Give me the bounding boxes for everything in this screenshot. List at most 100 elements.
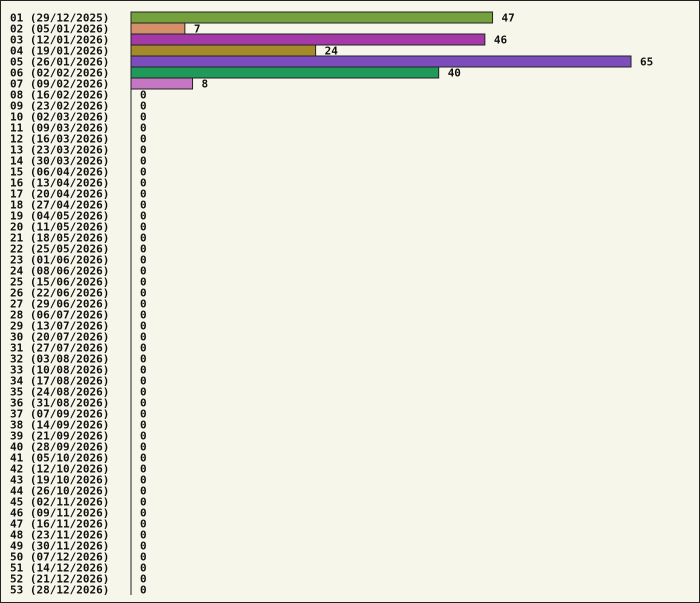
value-label: 47	[502, 12, 515, 25]
value-label: 0	[140, 584, 147, 597]
category-label: 53 (28/12/2026)	[10, 584, 109, 597]
category-label: 24 (08/06/2026)	[10, 265, 109, 278]
category-label: 45 (02/11/2026)	[10, 496, 109, 509]
value-label: 0	[140, 529, 147, 542]
category-label: 38 (14/09/2026)	[10, 419, 109, 432]
bar	[130, 55, 632, 68]
category-label: 16 (13/04/2026)	[10, 177, 109, 190]
category-label: 34 (17/08/2026)	[10, 375, 109, 388]
bar	[130, 22, 186, 35]
category-label: 48 (23/11/2026)	[10, 529, 109, 542]
value-label: 0	[140, 518, 147, 531]
value-label: 0	[140, 342, 147, 355]
bar	[130, 77, 194, 90]
category-label: 12 (16/03/2026)	[10, 133, 109, 146]
category-label: 31 (27/07/2026)	[10, 342, 109, 355]
value-label: 0	[140, 122, 147, 135]
value-label: 0	[140, 265, 147, 278]
value-label: 0	[140, 353, 147, 366]
bar	[130, 33, 486, 46]
category-label: 18 (27/04/2026)	[10, 199, 109, 212]
value-label: 0	[140, 474, 147, 487]
value-label: 0	[140, 573, 147, 586]
value-label: 0	[140, 232, 147, 245]
category-label: 03 (12/01/2026)	[10, 34, 109, 47]
category-label: 33 (10/08/2026)	[10, 364, 109, 377]
category-label: 36 (31/08/2026)	[10, 397, 109, 410]
value-label: 0	[140, 309, 147, 322]
value-label: 0	[140, 419, 147, 432]
value-label: 0	[140, 397, 147, 410]
value-label: 0	[140, 199, 147, 212]
category-label: 01 (29/12/2025)	[10, 12, 109, 25]
category-label: 04 (19/01/2026)	[10, 45, 109, 58]
value-label: 0	[140, 408, 147, 421]
bar	[130, 66, 440, 79]
category-label: 20 (11/05/2026)	[10, 221, 109, 234]
category-label: 27 (29/06/2026)	[10, 298, 109, 311]
category-label: 09 (23/02/2026)	[10, 100, 109, 113]
category-label: 11 (09/03/2026)	[10, 122, 109, 135]
value-label: 0	[140, 430, 147, 443]
category-label: 19 (04/05/2026)	[10, 210, 109, 223]
category-label: 17 (20/04/2026)	[10, 188, 109, 201]
value-label: 0	[140, 507, 147, 520]
value-label: 0	[140, 320, 147, 333]
category-label: 43 (19/10/2026)	[10, 474, 109, 487]
category-label: 06 (02/02/2026)	[10, 67, 109, 80]
category-label: 22 (25/05/2026)	[10, 243, 109, 256]
category-label: 08 (16/02/2026)	[10, 89, 109, 102]
value-label: 0	[140, 100, 147, 113]
value-label: 0	[140, 452, 147, 465]
value-label: 0	[140, 463, 147, 476]
value-label: 0	[140, 133, 147, 146]
category-label: 32 (03/08/2026)	[10, 353, 109, 366]
value-label: 0	[140, 540, 147, 553]
value-label: 0	[140, 441, 147, 454]
value-label: 0	[140, 496, 147, 509]
value-label: 0	[140, 551, 147, 564]
category-label: 28 (06/07/2026)	[10, 309, 109, 322]
category-label: 02 (05/01/2026)	[10, 23, 109, 36]
value-label: 0	[140, 177, 147, 190]
category-label: 39 (21/09/2026)	[10, 430, 109, 443]
value-label: 8	[202, 78, 209, 91]
value-label: 0	[140, 386, 147, 399]
value-label: 0	[140, 287, 147, 300]
category-label: 13 (23/03/2026)	[10, 144, 109, 157]
value-label: 0	[140, 298, 147, 311]
value-label: 0	[140, 276, 147, 289]
category-label: 15 (06/04/2026)	[10, 166, 109, 179]
category-label: 21 (18/05/2026)	[10, 232, 109, 245]
value-label: 0	[140, 210, 147, 223]
value-label: 40	[448, 67, 461, 80]
category-label: 25 (15/06/2026)	[10, 276, 109, 289]
value-label: 0	[140, 155, 147, 168]
value-label: 0	[140, 375, 147, 388]
category-label: 44 (26/10/2026)	[10, 485, 109, 498]
value-label: 24	[325, 45, 339, 58]
category-label: 51 (14/12/2026)	[10, 562, 109, 575]
category-label: 05 (26/01/2026)	[10, 56, 109, 69]
value-label: 0	[140, 562, 147, 575]
value-label: 7	[194, 23, 201, 36]
value-label: 0	[140, 89, 147, 102]
value-label: 0	[140, 111, 147, 124]
value-label: 0	[140, 485, 147, 498]
value-label: 65	[640, 56, 653, 69]
category-label: 37 (07/09/2026)	[10, 408, 109, 421]
category-label: 10 (02/03/2026)	[10, 111, 109, 124]
value-label: 0	[140, 254, 147, 267]
value-label: 0	[140, 221, 147, 234]
bar	[130, 11, 494, 24]
category-label: 07 (09/02/2026)	[10, 78, 109, 91]
category-label: 26 (22/06/2026)	[10, 287, 109, 300]
category-label: 46 (09/11/2026)	[10, 507, 109, 520]
value-label: 0	[140, 243, 147, 256]
value-label: 0	[140, 188, 147, 201]
category-label: 52 (21/12/2026)	[10, 573, 109, 586]
category-label: 14 (30/03/2026)	[10, 155, 109, 168]
value-label: 46	[494, 34, 508, 47]
bar	[130, 44, 317, 57]
